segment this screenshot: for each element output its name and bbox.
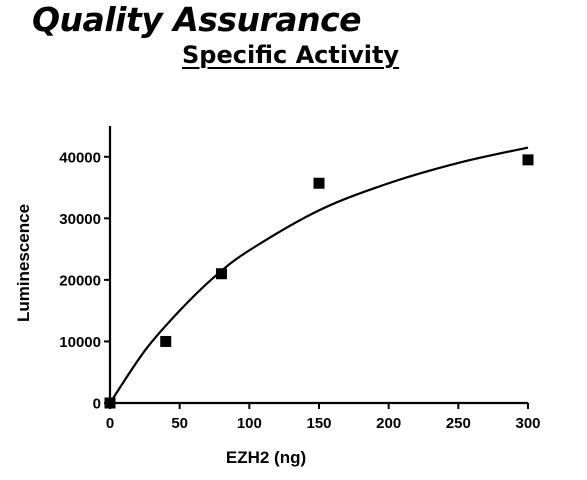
chart-axes [108, 126, 528, 405]
page-title: Quality Assurance [32, 0, 362, 39]
x-tick-label: 150 [306, 415, 331, 432]
y-tick-label: 10000 [59, 334, 101, 351]
x-tick-label: 50 [171, 415, 188, 432]
data-point [313, 177, 325, 189]
data-point [215, 268, 227, 280]
chart-title: Specific Activity [182, 41, 400, 69]
y-tick-label: 30000 [59, 211, 101, 228]
data-point [104, 397, 116, 409]
x-tick-label: 100 [237, 415, 262, 432]
y-tick-label: 40000 [59, 149, 101, 166]
y-tick-label: 20000 [59, 272, 101, 289]
x-tick-label: 0 [106, 415, 114, 432]
data-point [522, 154, 534, 166]
chart-ticks: 0 50 100 150 200 250 300 0 10000 20000 30000 40000 [59, 149, 540, 432]
data-point [160, 335, 172, 347]
x-axis-label: EZH2 (ng) [226, 448, 306, 467]
x-tick-label: 250 [446, 415, 471, 432]
y-tick-label: 0 [93, 396, 101, 413]
x-tick-label: 300 [515, 415, 540, 432]
fit-curve-line [109, 146, 529, 404]
data-points [104, 154, 534, 409]
y-axis-label: Luminescence [14, 204, 33, 322]
x-tick-label: 200 [376, 415, 401, 432]
